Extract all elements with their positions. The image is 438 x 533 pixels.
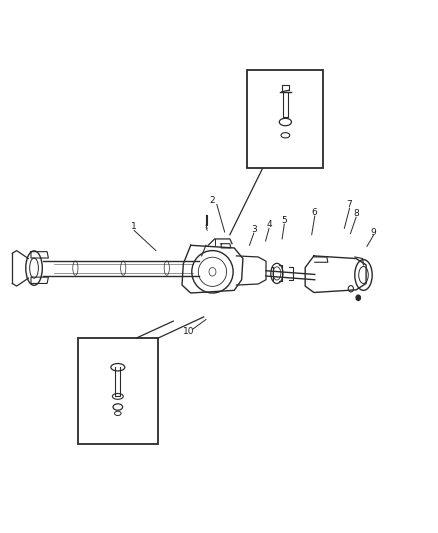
Text: 6: 6 — [312, 208, 318, 217]
Text: 5: 5 — [281, 216, 287, 225]
Text: 4: 4 — [266, 220, 272, 229]
Text: 1: 1 — [131, 222, 137, 231]
Bar — [78, 338, 158, 444]
Text: 8: 8 — [353, 209, 359, 218]
Text: 3: 3 — [251, 225, 257, 234]
Text: 7: 7 — [347, 200, 353, 209]
Circle shape — [356, 295, 360, 301]
Bar — [247, 70, 323, 168]
Text: 9: 9 — [371, 228, 376, 237]
Text: 10: 10 — [183, 327, 194, 336]
Text: 2: 2 — [210, 196, 215, 205]
